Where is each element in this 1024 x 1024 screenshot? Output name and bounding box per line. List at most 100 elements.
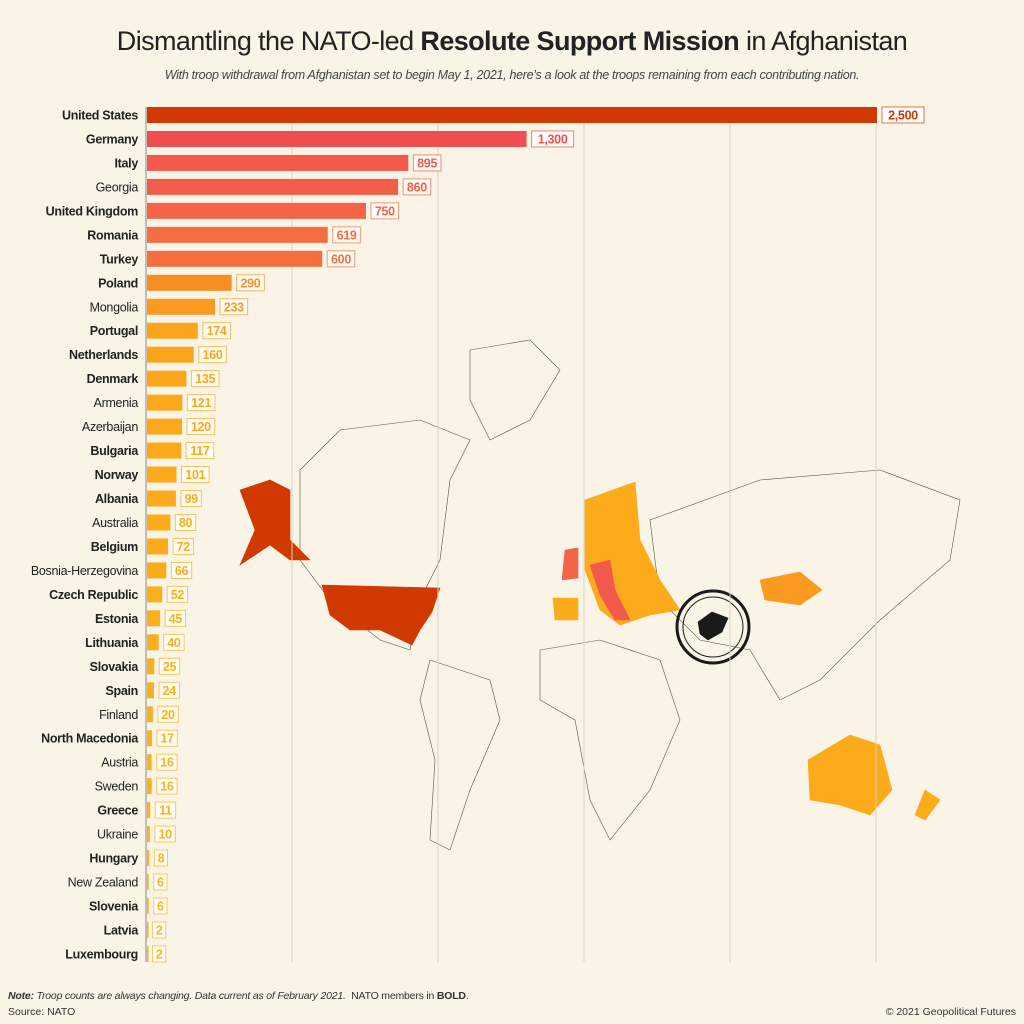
bar [147,394,183,411]
category-label: Latvia [104,923,140,937]
data-label-text: 52 [171,588,185,602]
data-label-text: 6 [157,876,164,890]
data-label-text: 600 [331,252,351,266]
data-label: 860 [402,178,432,196]
category-label: Estonia [95,612,139,626]
map-africa [539,639,681,841]
category-label: Azerbaijan [82,420,138,434]
map-greenland [469,339,561,441]
data-label-box [154,801,177,819]
data-label-text: 99 [184,492,198,506]
data-label: 25 [158,657,181,675]
data-label-text: 45 [169,612,183,626]
data-label: 2,500 [881,106,925,124]
title-post: in Afghanistan [739,26,908,56]
data-label-box [180,466,210,484]
map-italy-germany [589,559,631,621]
map-australia [807,734,893,816]
note-members: NATO members in [345,990,437,1002]
data-label-text: 6 [157,900,164,914]
category-label: United States [62,109,138,123]
category-label: Slovenia [89,900,139,914]
map-alaska [239,479,311,566]
data-label-text: 72 [177,540,191,554]
data-label: 600 [326,250,356,268]
data-label: 117 [185,442,215,460]
data-label-text: 1,300 [538,132,568,146]
category-label: Sweden [95,780,139,794]
category-label: Belgium [91,540,138,554]
bar [147,778,152,795]
data-label: 2 [152,921,167,939]
bar [147,706,153,723]
bars: United States 2,500 Germany 1,300 Italy 895 Ge… [31,106,925,963]
data-label-text: 2 [156,947,163,961]
data-label-box [164,609,187,627]
map-uk [561,547,579,581]
category-label: Poland [98,276,138,290]
category-label: Czech Republic [49,588,138,602]
footnote: Note: Troop counts are always changing. … [8,990,469,1002]
bar [147,538,169,555]
data-label-box [156,777,178,795]
subtitle: With troop withdrawal from Afghanistan s… [164,68,860,82]
data-label-text: 8 [158,852,165,866]
category-label: Netherlands [69,348,138,362]
category-label: Lithuania [85,636,139,650]
bar [147,490,176,507]
data-label-text: 11 [159,804,172,818]
category-label: Georgia [96,180,139,194]
bar [147,130,527,147]
data-label-text: 101 [185,468,205,482]
bar [147,442,182,459]
map-afghanistan [697,611,729,641]
data-label-text: 16 [160,780,174,794]
data-label: 11 [154,801,177,819]
bar [147,154,409,171]
note-bold: BOLD [436,990,466,1002]
category-label: Italy [114,156,138,170]
data-label-text: 174 [207,324,227,338]
data-label-box [185,442,215,460]
bar [147,610,161,627]
data-label-box [881,106,925,124]
data-label-box [186,418,216,436]
data-label-box [412,154,442,172]
data-label-box [163,633,185,651]
category-label: Greece [97,804,138,818]
data-label-box [153,849,169,867]
title-bold: Resolute Support Mission [420,26,740,56]
data-label-text: 619 [337,228,357,242]
category-label: Slovakia [90,660,140,674]
category-label: Australia [92,516,138,530]
data-label: 20 [157,705,179,723]
bar [147,346,194,363]
category-label: United Kingdom [46,204,139,218]
category-label: Hungary [89,852,138,866]
data-label: 52 [166,585,189,603]
data-label: 895 [412,154,442,172]
data-label: 17 [156,729,178,747]
data-label-box [153,873,168,891]
bar [147,322,198,339]
bar [147,274,232,291]
data-label-box [154,825,176,843]
category-label: Bulgaria [90,444,139,458]
afghanistan-ring-inner [682,596,744,658]
category-label: Denmark [87,372,139,386]
data-label-text: 10 [158,828,172,842]
category-label: Ukraine [97,828,138,842]
data-label-box [402,178,432,196]
data-label: 1,300 [531,130,575,148]
bar [147,250,323,267]
bar [147,802,151,819]
data-label-text: 24 [163,684,177,698]
data-label: 45 [164,609,187,627]
data-label: 80 [174,513,197,531]
bar [147,945,149,962]
category-label: Romania [87,228,139,242]
data-label-text: 895 [417,156,437,170]
data-label-box [166,585,189,603]
bar [147,298,216,315]
